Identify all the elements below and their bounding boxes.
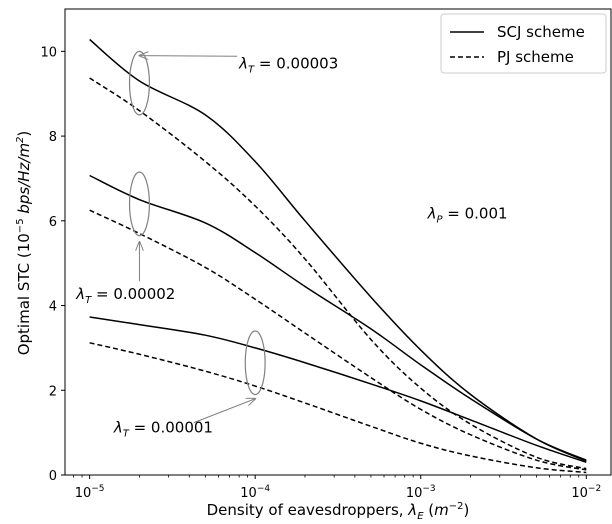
series-line-scj-0 bbox=[89, 38, 587, 462]
annotation-lambda-p: λP = 0.001 bbox=[427, 205, 508, 226]
y-tick-label-1: 2 bbox=[49, 384, 57, 399]
x-tick-label-3: 10−2 bbox=[571, 484, 601, 501]
annotation-lambda-t-3-arrow bbox=[139, 56, 238, 57]
x-axis-label-subscript: E bbox=[417, 511, 424, 522]
series-line-pj-3 bbox=[89, 209, 587, 471]
y-tick-label-2: 4 bbox=[49, 300, 57, 315]
legend: SCJ scheme PJ scheme bbox=[440, 13, 607, 74]
annotation-lambda-t-2: λT = 0.00002 bbox=[75, 285, 175, 306]
annotation-lambda-t-3: λT = 0.00003 bbox=[238, 54, 338, 75]
annotation-lambda-t-2-ellipse bbox=[128, 171, 150, 237]
y-tick-label-0: 0 bbox=[49, 469, 57, 484]
plot-frame bbox=[64, 8, 612, 476]
annotation-lambda-t-3-ellipse bbox=[128, 50, 150, 116]
y-tick-label-5: 10 bbox=[40, 45, 57, 60]
series-line-scj-4 bbox=[89, 316, 587, 464]
legend-box bbox=[440, 13, 607, 74]
y-tick-label-4: 8 bbox=[49, 130, 57, 145]
x-axis-label-symbol: λ bbox=[407, 501, 417, 519]
annotation-lambda-t-1: λT = 0.00001 bbox=[113, 419, 213, 440]
annotation-lambda-t-1-ellipse bbox=[244, 330, 266, 396]
x-tick-label-0: 10−5 bbox=[75, 484, 105, 501]
annotation-lambda-t-1-arrow bbox=[193, 399, 255, 424]
y-tick-label-3: 6 bbox=[49, 215, 57, 230]
x-tick-label-1: 10−4 bbox=[240, 484, 270, 501]
series-line-pj-5 bbox=[89, 342, 587, 474]
y-axis-label: Optimal STC (10−5 bps/Hz/m2) bbox=[15, 131, 33, 356]
x-tick-label-2: 10−3 bbox=[406, 484, 436, 501]
legend-label-scj: SCJ scheme bbox=[497, 23, 585, 41]
legend-label-pj: PJ scheme bbox=[497, 48, 574, 66]
series-line-pj-1 bbox=[89, 77, 587, 470]
series-line-scj-2 bbox=[89, 174, 587, 461]
x-axis-label: Density of eavesdroppers, λE (m−2) bbox=[207, 501, 470, 522]
